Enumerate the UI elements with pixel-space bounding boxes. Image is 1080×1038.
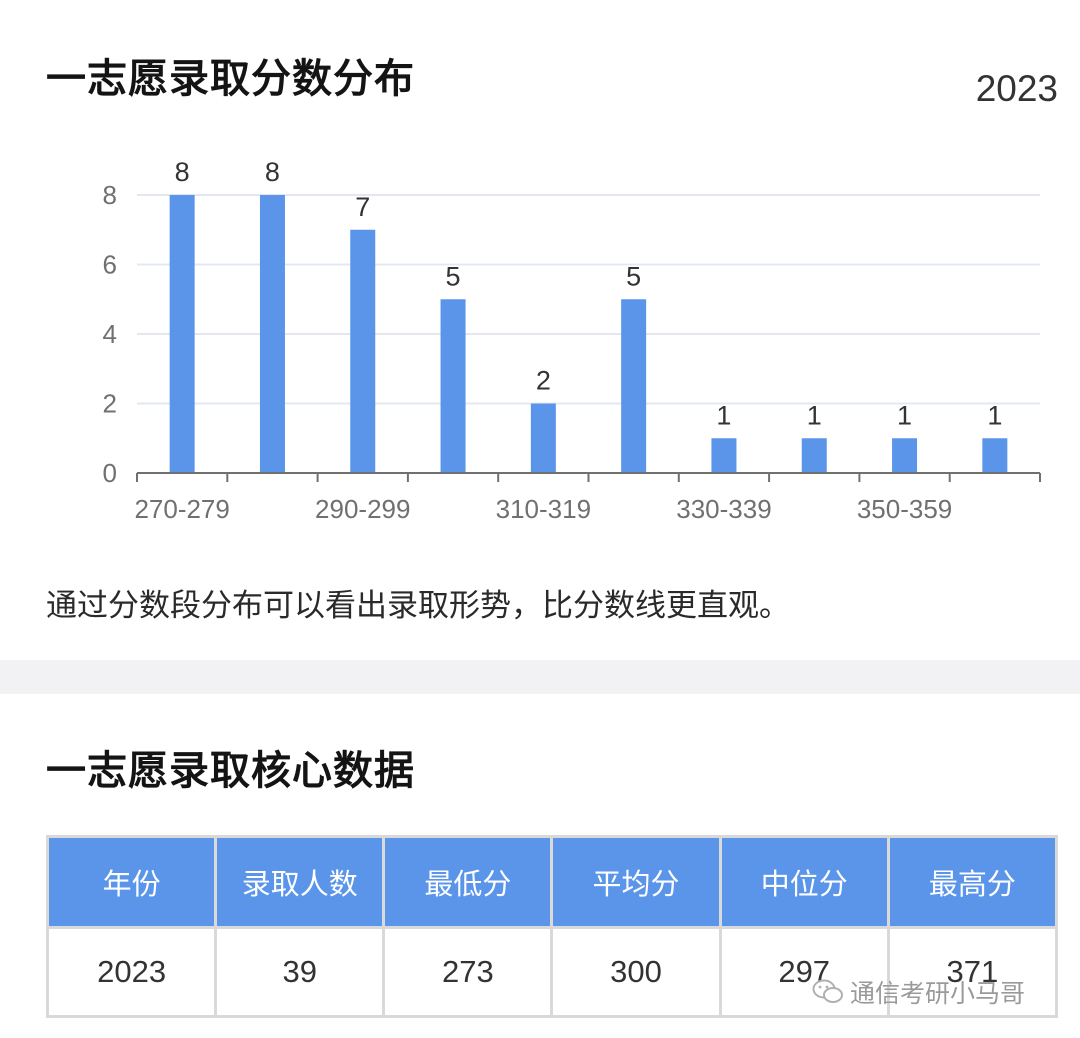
watermark: 通信考研小马哥	[812, 974, 1025, 1010]
data-label: 8	[175, 157, 190, 187]
cell-avg-score: 300	[550, 926, 722, 1018]
data-label: 1	[716, 400, 731, 430]
cell-max-score: 371	[886, 926, 1059, 1018]
bar	[621, 299, 647, 473]
bar	[169, 195, 195, 473]
header-median-score: 中位分	[718, 835, 890, 929]
score-distribution-chart: 8 8 7 5 2 5 1 1 1 1 0 2 4 6 8 270-279 290-299 310-319 330…	[103, 157, 1041, 524]
bar	[530, 403, 556, 473]
bar	[350, 229, 376, 473]
data-label: 7	[355, 192, 370, 222]
y-tick-label: 8	[103, 180, 117, 210]
data-label: 1	[987, 400, 1002, 430]
data-label: 8	[265, 157, 280, 187]
x-tick-label: 270-279	[134, 494, 229, 524]
data-label: 1	[807, 400, 822, 430]
cell-admitted-count: 39	[214, 926, 386, 1018]
bar	[982, 438, 1008, 473]
wechat-icon	[812, 979, 843, 1003]
data-label: 2	[536, 366, 551, 396]
header-min-score: 最低分	[382, 835, 554, 929]
table-row: 2023 39 273 300 297 371	[45, 926, 1059, 1018]
bar	[801, 438, 827, 473]
cell-year: 2023	[45, 926, 218, 1018]
year-label: 2023	[975, 68, 1058, 109]
data-label: 5	[626, 261, 641, 291]
distribution-title: 一志愿录取分数分布	[46, 56, 415, 102]
y-tick-label: 0	[103, 458, 117, 488]
section-divider	[0, 660, 1080, 694]
y-tick-label: 6	[103, 250, 117, 280]
table-header-row: 年份 录取人数 最低分 平均分 中位分 最高分	[45, 835, 1059, 929]
bar	[711, 438, 737, 473]
header-admitted-count: 录取人数	[214, 835, 386, 929]
x-tick-label: 310-319	[496, 494, 591, 524]
core-data-title: 一志愿录取核心数据	[46, 748, 415, 794]
y-tick-label: 4	[103, 319, 117, 349]
bar	[259, 195, 285, 473]
core-data-table: 年份 录取人数 最低分 平均分 中位分 最高分 2023 39 273 300 …	[45, 835, 1059, 1018]
cell-median-score: 297	[718, 926, 890, 1018]
header-max-score: 最高分	[886, 835, 1059, 929]
cell-min-score: 273	[382, 926, 554, 1018]
data-label: 1	[897, 400, 912, 430]
x-tick-label: 330-339	[676, 494, 771, 524]
x-tick-label: 290-299	[315, 494, 410, 524]
chart-caption: 通过分数段分布可以看出录取形势，比分数线更直观。	[46, 588, 790, 624]
bar	[892, 438, 918, 473]
y-tick-label: 2	[103, 389, 117, 419]
watermark-text: 通信考研小马哥	[850, 979, 1026, 1008]
header-year: 年份	[45, 835, 218, 929]
bar	[440, 299, 466, 473]
data-label: 5	[446, 261, 461, 291]
header-avg-score: 平均分	[550, 835, 722, 929]
x-tick-label: 350-359	[857, 494, 952, 524]
